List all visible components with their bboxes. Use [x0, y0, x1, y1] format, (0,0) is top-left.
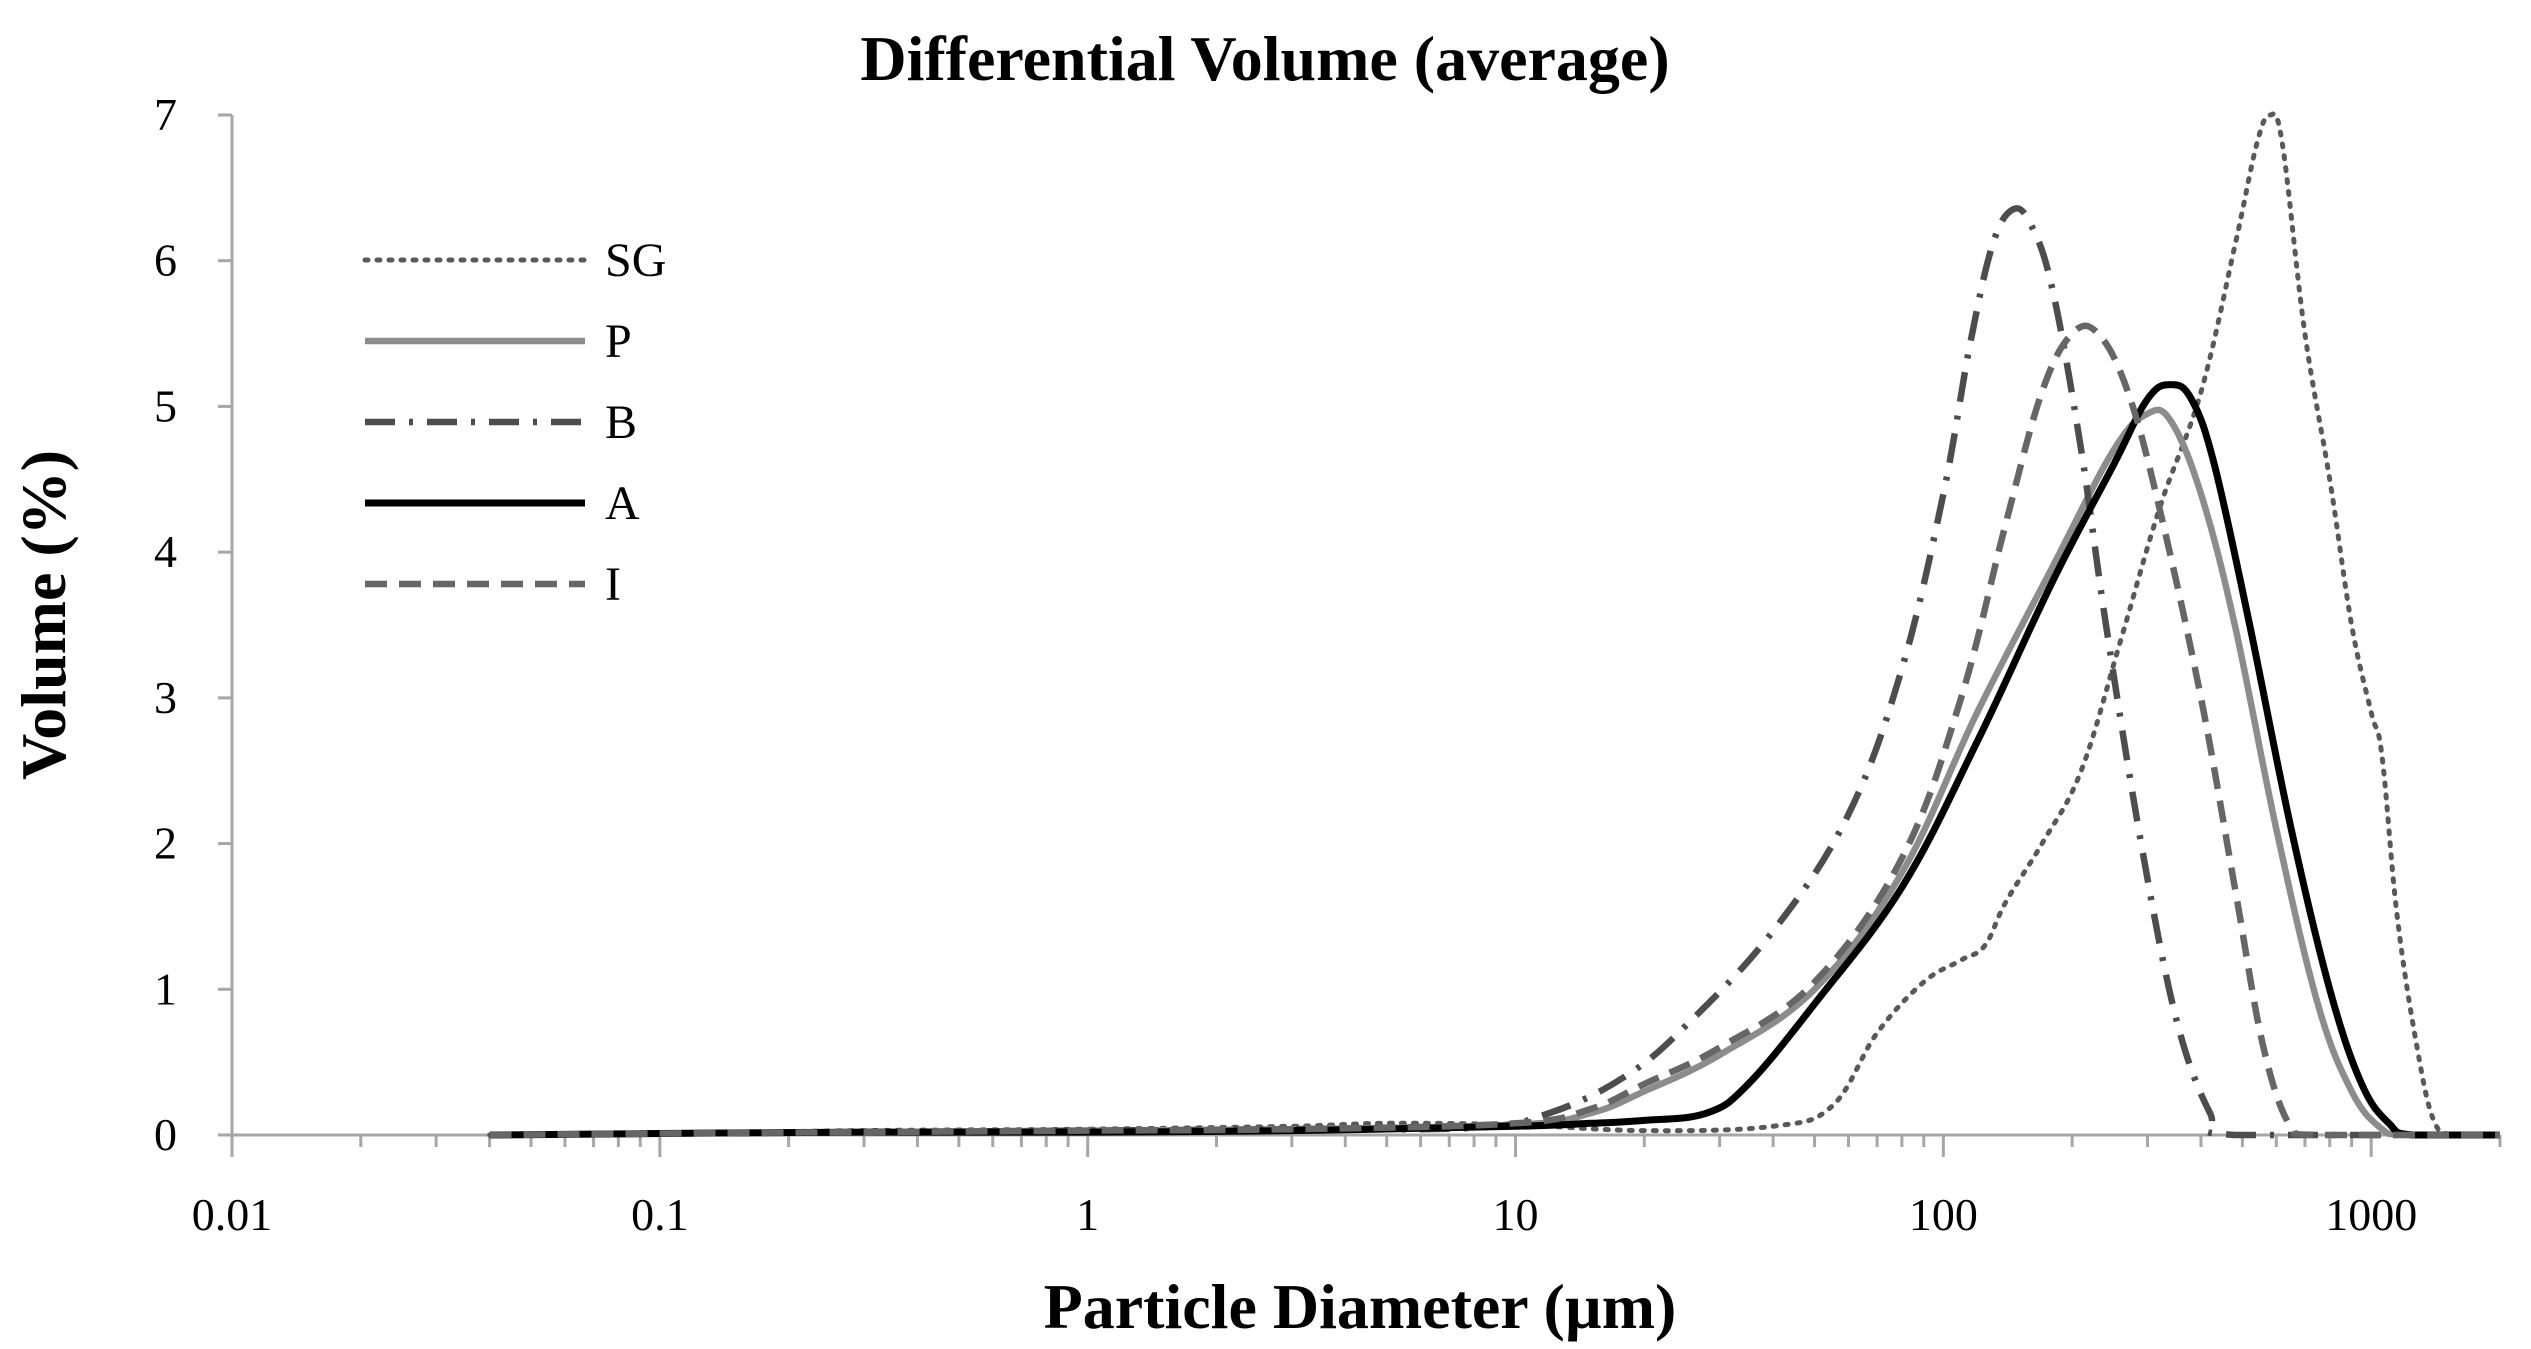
- series-line-p: [489, 406, 2500, 1139]
- y-tick-label: 4: [154, 526, 177, 577]
- x-tick-label: 0.01: [192, 1189, 273, 1240]
- y-tick-label: 3: [154, 672, 177, 723]
- x-tick-label: 1000: [2325, 1189, 2417, 1240]
- x-tick-label: 10: [1493, 1189, 1539, 1240]
- legend-label-sg: SG: [605, 234, 666, 287]
- series-line-a: [489, 381, 2500, 1139]
- axes: 0 1 2 3 4 5 6 7 0.01 0.1 1 10 100 1000: [154, 89, 2502, 1240]
- x-axis-label: Particle Diameter (µm): [1044, 1271, 1677, 1342]
- y-tick-label: 2: [154, 818, 177, 869]
- x-tick-label: 100: [1909, 1189, 1978, 1240]
- y-tick-label: 1: [154, 963, 177, 1014]
- legend-label-p: P: [605, 315, 632, 368]
- x-tick-label: 0.1: [631, 1189, 689, 1240]
- series-line-sg: [487, 111, 2503, 1138]
- legend-label-b: B: [605, 396, 637, 449]
- y-tick-label: 0: [154, 1109, 177, 1160]
- y-tick-label: 6: [154, 235, 177, 286]
- legend-label-i: I: [605, 558, 621, 611]
- series-line-i: [489, 322, 2500, 1139]
- y-tick-label: 7: [154, 89, 177, 140]
- series-layer: [487, 111, 2503, 1139]
- legend-label-a: A: [605, 477, 640, 530]
- y-tick-label: 5: [154, 380, 177, 431]
- y-axis-label: Volume (%): [8, 450, 79, 780]
- chart-title: Differential Volume (average): [860, 23, 1669, 94]
- x-tick-label: 1: [1076, 1189, 1099, 1240]
